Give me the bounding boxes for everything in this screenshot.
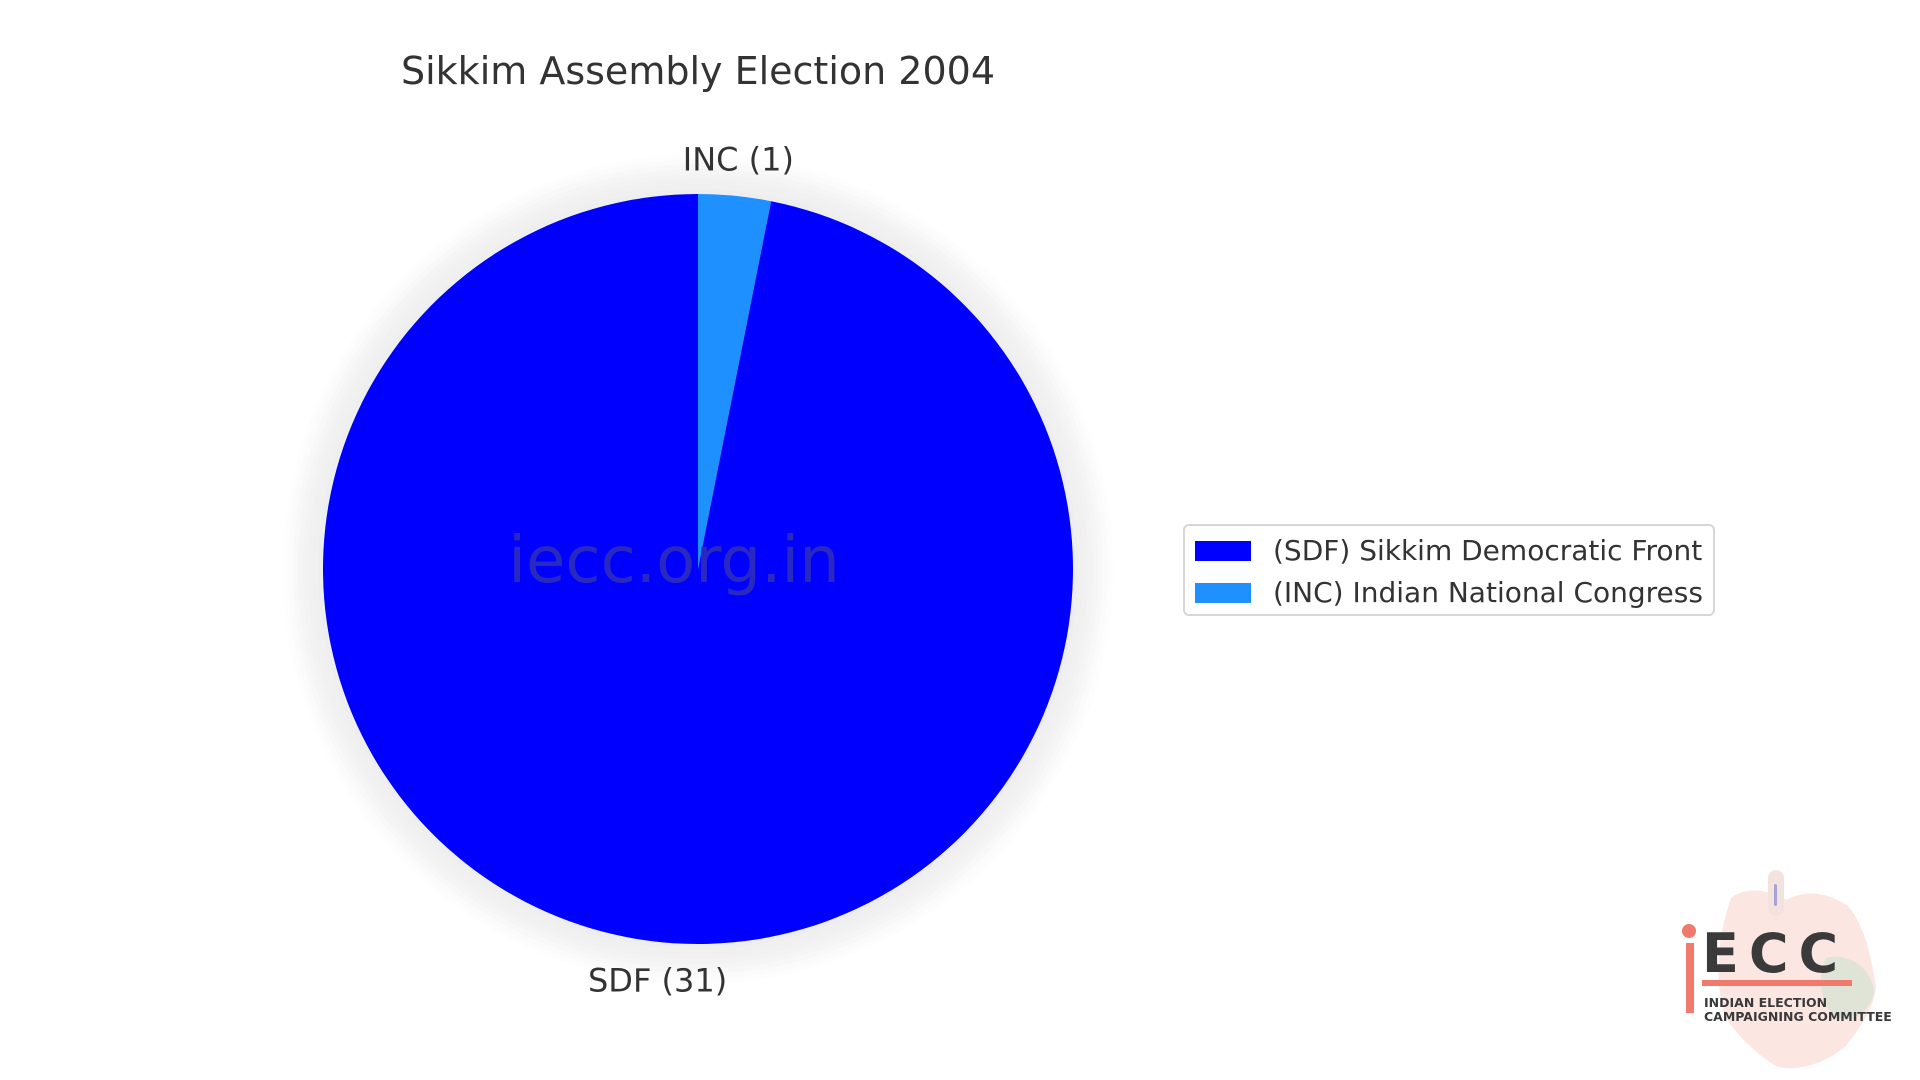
pie-slices [322,193,1073,944]
logo-letters: ECC [1702,922,1848,985]
pie-labels: INC (1) SDF (31) [588,141,794,1000]
legend-item-sdf: (SDF) Sikkim Democratic Front [1195,536,1702,566]
legend-swatch-sdf [1195,541,1251,561]
iecc-logo: ECC INDIAN ELECTION CAMPAIGNING COMMITTE… [1682,870,1892,1069]
legend: (SDF) Sikkim Democratic Front (INC) Indi… [1183,524,1715,616]
logo-i-dot [1682,924,1696,938]
logo-ink-mark [1774,884,1777,906]
logo-map-shape [1718,890,1876,1069]
pie-label-sdf: SDF (31) [588,962,727,1000]
legend-item-inc: (INC) Indian National Congress [1195,578,1703,608]
chart-title: Sikkim Assembly Election 2004 [401,49,995,93]
pie-label-inc: INC (1) [683,141,794,179]
pie-slice-sdf [322,193,1073,944]
legend-label-inc: (INC) Indian National Congress [1273,576,1703,609]
logo-i-stem [1686,943,1694,1013]
logo-map-shade [1821,956,1874,1019]
logo-tagline-2: CAMPAIGNING COMMITTEE [1704,1009,1892,1024]
logo-underline [1702,980,1852,986]
watermark-text: iecc.org.in [508,524,840,598]
logo-tagline-1: INDIAN ELECTION [1704,995,1827,1010]
legend-label-sdf: (SDF) Sikkim Democratic Front [1273,534,1703,567]
legend-swatch-inc [1195,583,1251,603]
pie-slice-inc [698,194,772,569]
